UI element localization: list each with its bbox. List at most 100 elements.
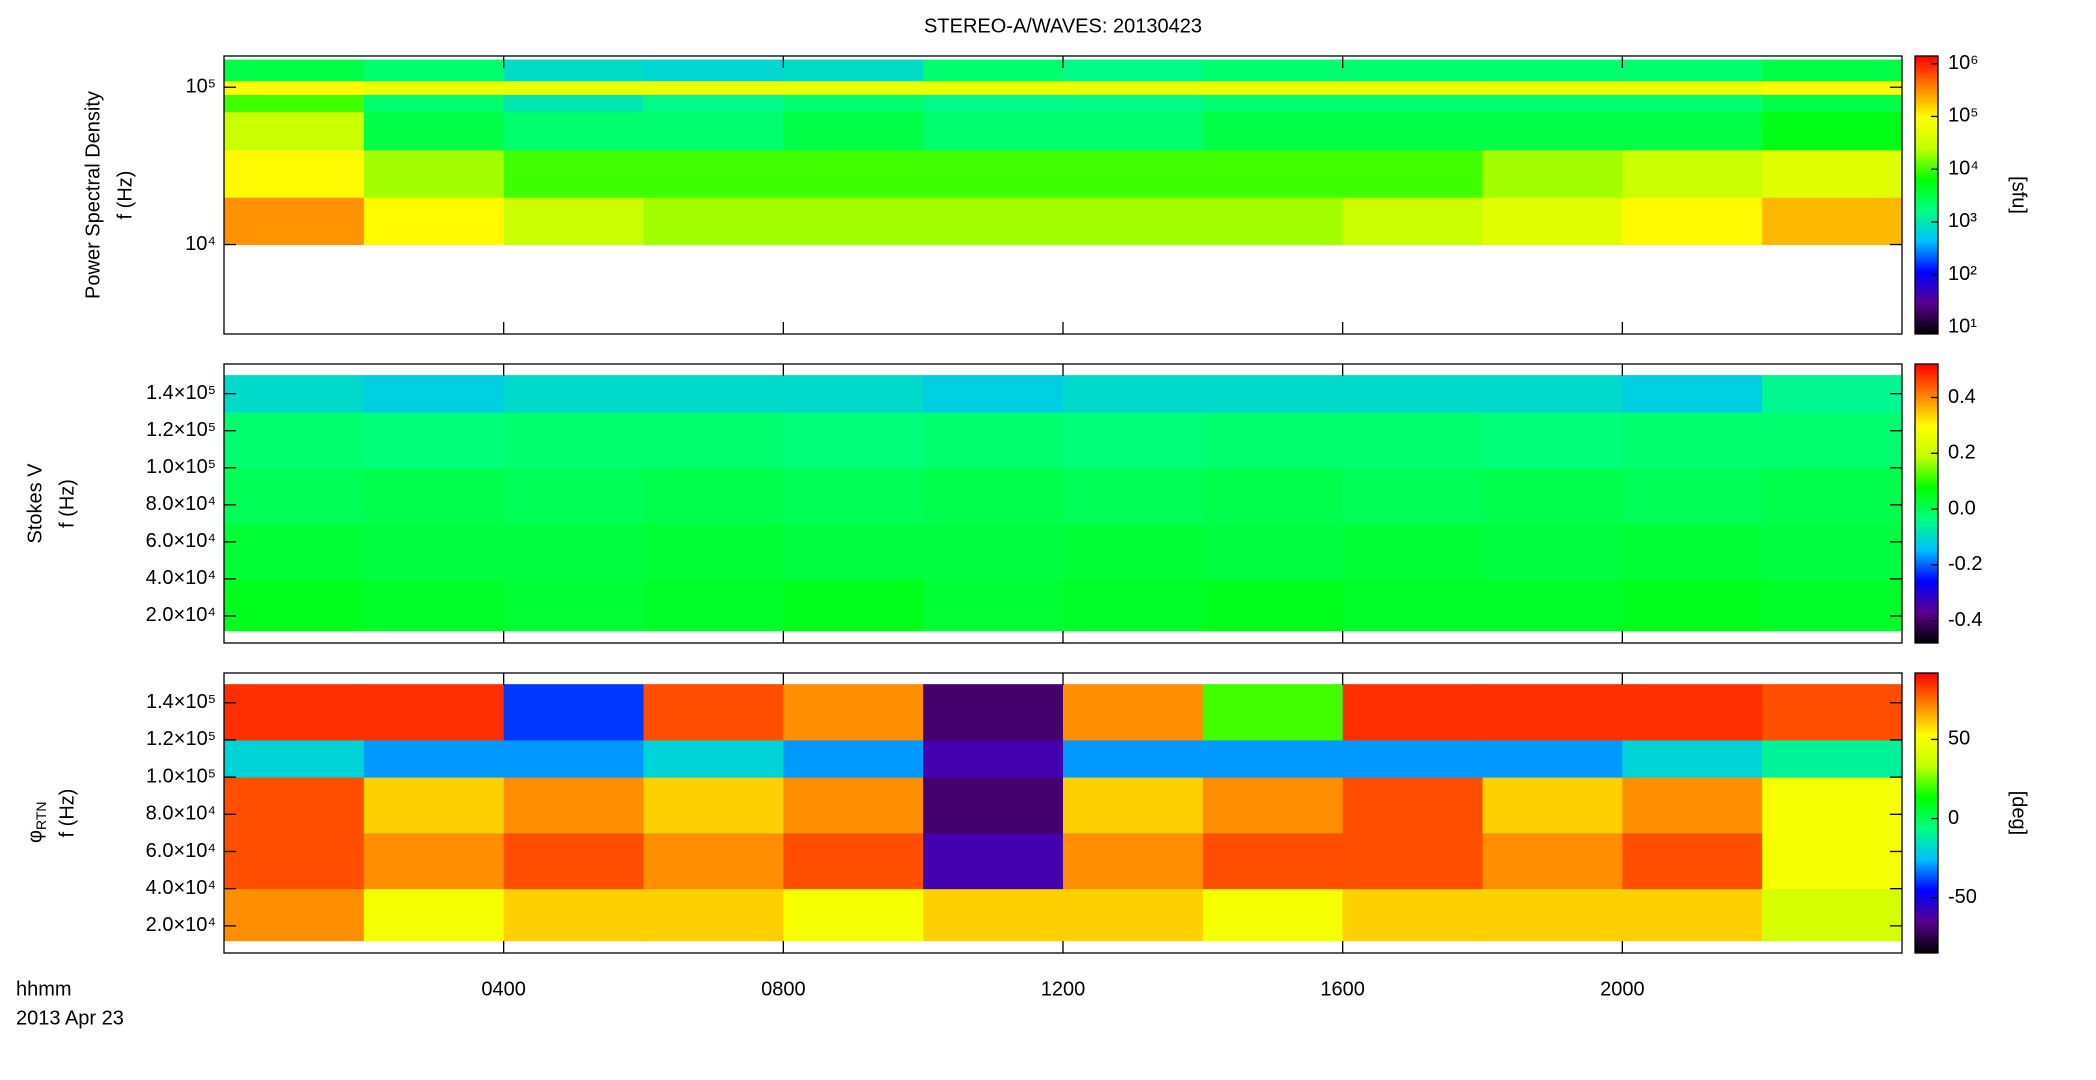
- heatmap-cell: [1202, 832, 1344, 890]
- heatmap-cell: [503, 149, 644, 198]
- heatmap-cell: [503, 111, 644, 151]
- heatmap-cell: [224, 888, 365, 942]
- heatmap-cell: [643, 777, 784, 834]
- heatmap-cell: [1063, 59, 1204, 82]
- heatmap-cell: [643, 59, 784, 82]
- heatmap-cell: [643, 412, 784, 469]
- heatmap-cell: [1762, 739, 1903, 778]
- heatmap-cell: [643, 80, 784, 95]
- y-tick-label: 6.0×10⁴: [146, 530, 216, 552]
- heatmap-cell: [1063, 149, 1204, 198]
- heatmap-cell: [1762, 111, 1903, 151]
- heatmap-cell: [1063, 777, 1204, 834]
- heatmap-cell: [1063, 684, 1204, 741]
- heatmap-cell: [224, 777, 365, 834]
- heatmap-cell: [1342, 80, 1483, 95]
- heatmap-cell: [503, 375, 644, 413]
- heatmap-cell: [923, 59, 1064, 82]
- colorbar-label: [deg]: [2008, 791, 2030, 835]
- heatmap-cell: [783, 149, 924, 198]
- heatmap-cell: [1622, 578, 1763, 632]
- heatmap-cell: [923, 94, 1064, 113]
- heatmap-cell: [1482, 777, 1623, 834]
- heatmap-cell: [1482, 149, 1623, 198]
- heatmap-cell: [1202, 684, 1344, 741]
- heatmap-cell: [1622, 888, 1763, 942]
- y-tick-label: 1.2×10⁵: [146, 728, 216, 750]
- x-tick-label: 0800: [761, 978, 806, 1000]
- y-tick-label: 8.0×10⁴: [146, 803, 216, 825]
- colorbar-tick-label: 50: [1948, 728, 1970, 750]
- heatmap-cell: [224, 523, 365, 580]
- heatmap-cell: [1063, 412, 1204, 469]
- heatmap-cell: [923, 412, 1064, 469]
- y-tick-label: 1.0×10⁵: [146, 456, 216, 478]
- heatmap-cell: [503, 94, 644, 113]
- heatmap-cell: [1342, 832, 1483, 890]
- heatmap-cell: [783, 197, 924, 246]
- heatmap-cell: [923, 832, 1064, 890]
- colorbar-tick-label: 10⁴: [1948, 157, 1979, 179]
- y-tick-label: 1.4×10⁵: [146, 691, 216, 713]
- heatmap-cell: [503, 888, 644, 942]
- heatmap-cell: [1342, 59, 1483, 82]
- heatmap-cell: [1202, 523, 1344, 580]
- heatmap-cell: [1063, 739, 1204, 778]
- heatmap-cell: [643, 94, 784, 113]
- heatmap-cell: [783, 888, 924, 942]
- x-tick-label: 1600: [1320, 978, 1365, 1000]
- heatmap-cell: [783, 578, 924, 632]
- heatmap-cell: [1202, 467, 1344, 524]
- heatmap-cell: [1342, 578, 1483, 632]
- y-tick-label: 6.0×10⁴: [146, 840, 216, 862]
- y-axis-label: φRTN: [24, 802, 48, 844]
- heatmap-cell: [1202, 375, 1344, 413]
- heatmap-cell: [224, 832, 365, 890]
- colorbar-tick-label: 0.4: [1948, 386, 1976, 408]
- heatmap-cell: [643, 578, 784, 632]
- heatmap-cell: [1762, 578, 1903, 632]
- heatmap-cell: [1762, 412, 1903, 469]
- heatmap-cell: [363, 412, 505, 469]
- heatmap-cell: [643, 888, 784, 942]
- heatmap-cell: [503, 777, 644, 834]
- heatmap-cell: [923, 777, 1064, 834]
- y-axis-label: f (Hz): [56, 479, 78, 528]
- heatmap-cell: [1482, 412, 1623, 469]
- heatmap-cell: [783, 739, 924, 778]
- heatmap-cell: [1202, 578, 1344, 632]
- colorbar-tick-label: 0.2: [1948, 442, 1976, 464]
- heatmap-cell: [1482, 197, 1623, 246]
- heatmap-cell: [1202, 412, 1344, 469]
- colorbar: [1914, 363, 1939, 644]
- heatmap-cell: [643, 684, 784, 741]
- heatmap-cell: [923, 739, 1064, 778]
- heatmap-cell: [1063, 523, 1204, 580]
- heatmap-cell: [923, 684, 1064, 741]
- heatmap-cell: [783, 80, 924, 95]
- heatmap-cell: [1482, 684, 1623, 741]
- heatmap-cell: [363, 888, 505, 942]
- heatmap-cell: [1342, 375, 1483, 413]
- heatmap-cell: [1762, 777, 1903, 834]
- heatmap-cell: [224, 197, 365, 246]
- heatmap-cell: [1063, 467, 1204, 524]
- heatmap-cell: [224, 80, 365, 95]
- heatmap-cell: [1202, 59, 1344, 82]
- y-tick-label: 1.2×10⁵: [146, 419, 216, 441]
- chart-title: STEREO-A/WAVES: 20130423: [924, 15, 1202, 37]
- heatmap-cell: [363, 197, 505, 246]
- heatmap-cell: [1762, 888, 1903, 942]
- heatmap-cell: [363, 832, 505, 890]
- heatmap-cell: [224, 375, 365, 413]
- heatmap-cell: [503, 523, 644, 580]
- heatmap-cell: [1063, 375, 1204, 413]
- x-tick-label: 1200: [1041, 978, 1086, 1000]
- heatmap-cell: [503, 467, 644, 524]
- heatmap-cell: [224, 149, 365, 198]
- heatmap-cell: [1762, 94, 1903, 113]
- heatmap-cell: [1063, 578, 1204, 632]
- heatmap-cell: [1482, 59, 1623, 82]
- heatmap-cell: [363, 80, 505, 95]
- x-tick-label: 0400: [481, 978, 526, 1000]
